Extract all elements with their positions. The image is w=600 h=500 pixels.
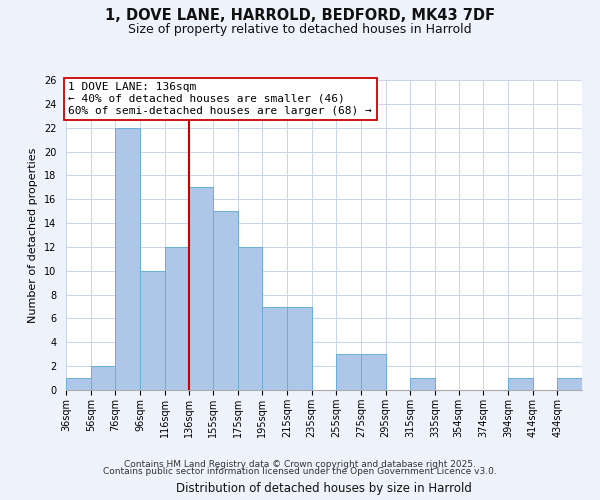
Bar xyxy=(337,354,361,390)
Y-axis label: Number of detached properties: Number of detached properties xyxy=(28,148,38,322)
Text: 1 DOVE LANE: 136sqm
← 40% of detached houses are smaller (46)
60% of semi-detach: 1 DOVE LANE: 136sqm ← 40% of detached ho… xyxy=(68,82,372,116)
Bar xyxy=(238,247,262,390)
Bar xyxy=(165,247,190,390)
Bar xyxy=(557,378,582,390)
Bar xyxy=(190,188,213,390)
Text: Size of property relative to detached houses in Harrold: Size of property relative to detached ho… xyxy=(128,22,472,36)
Bar xyxy=(140,271,165,390)
Text: Distribution of detached houses by size in Harrold: Distribution of detached houses by size … xyxy=(176,482,472,495)
Bar xyxy=(410,378,435,390)
Text: Contains HM Land Registry data © Crown copyright and database right 2025.: Contains HM Land Registry data © Crown c… xyxy=(124,460,476,469)
Text: Contains public sector information licensed under the Open Government Licence v3: Contains public sector information licen… xyxy=(103,467,497,476)
Bar xyxy=(508,378,533,390)
Bar xyxy=(66,378,91,390)
Bar xyxy=(361,354,386,390)
Bar xyxy=(115,128,140,390)
Text: 1, DOVE LANE, HARROLD, BEDFORD, MK43 7DF: 1, DOVE LANE, HARROLD, BEDFORD, MK43 7DF xyxy=(105,8,495,22)
Bar xyxy=(262,306,287,390)
Bar xyxy=(213,211,238,390)
Bar xyxy=(287,306,311,390)
Bar xyxy=(91,366,115,390)
